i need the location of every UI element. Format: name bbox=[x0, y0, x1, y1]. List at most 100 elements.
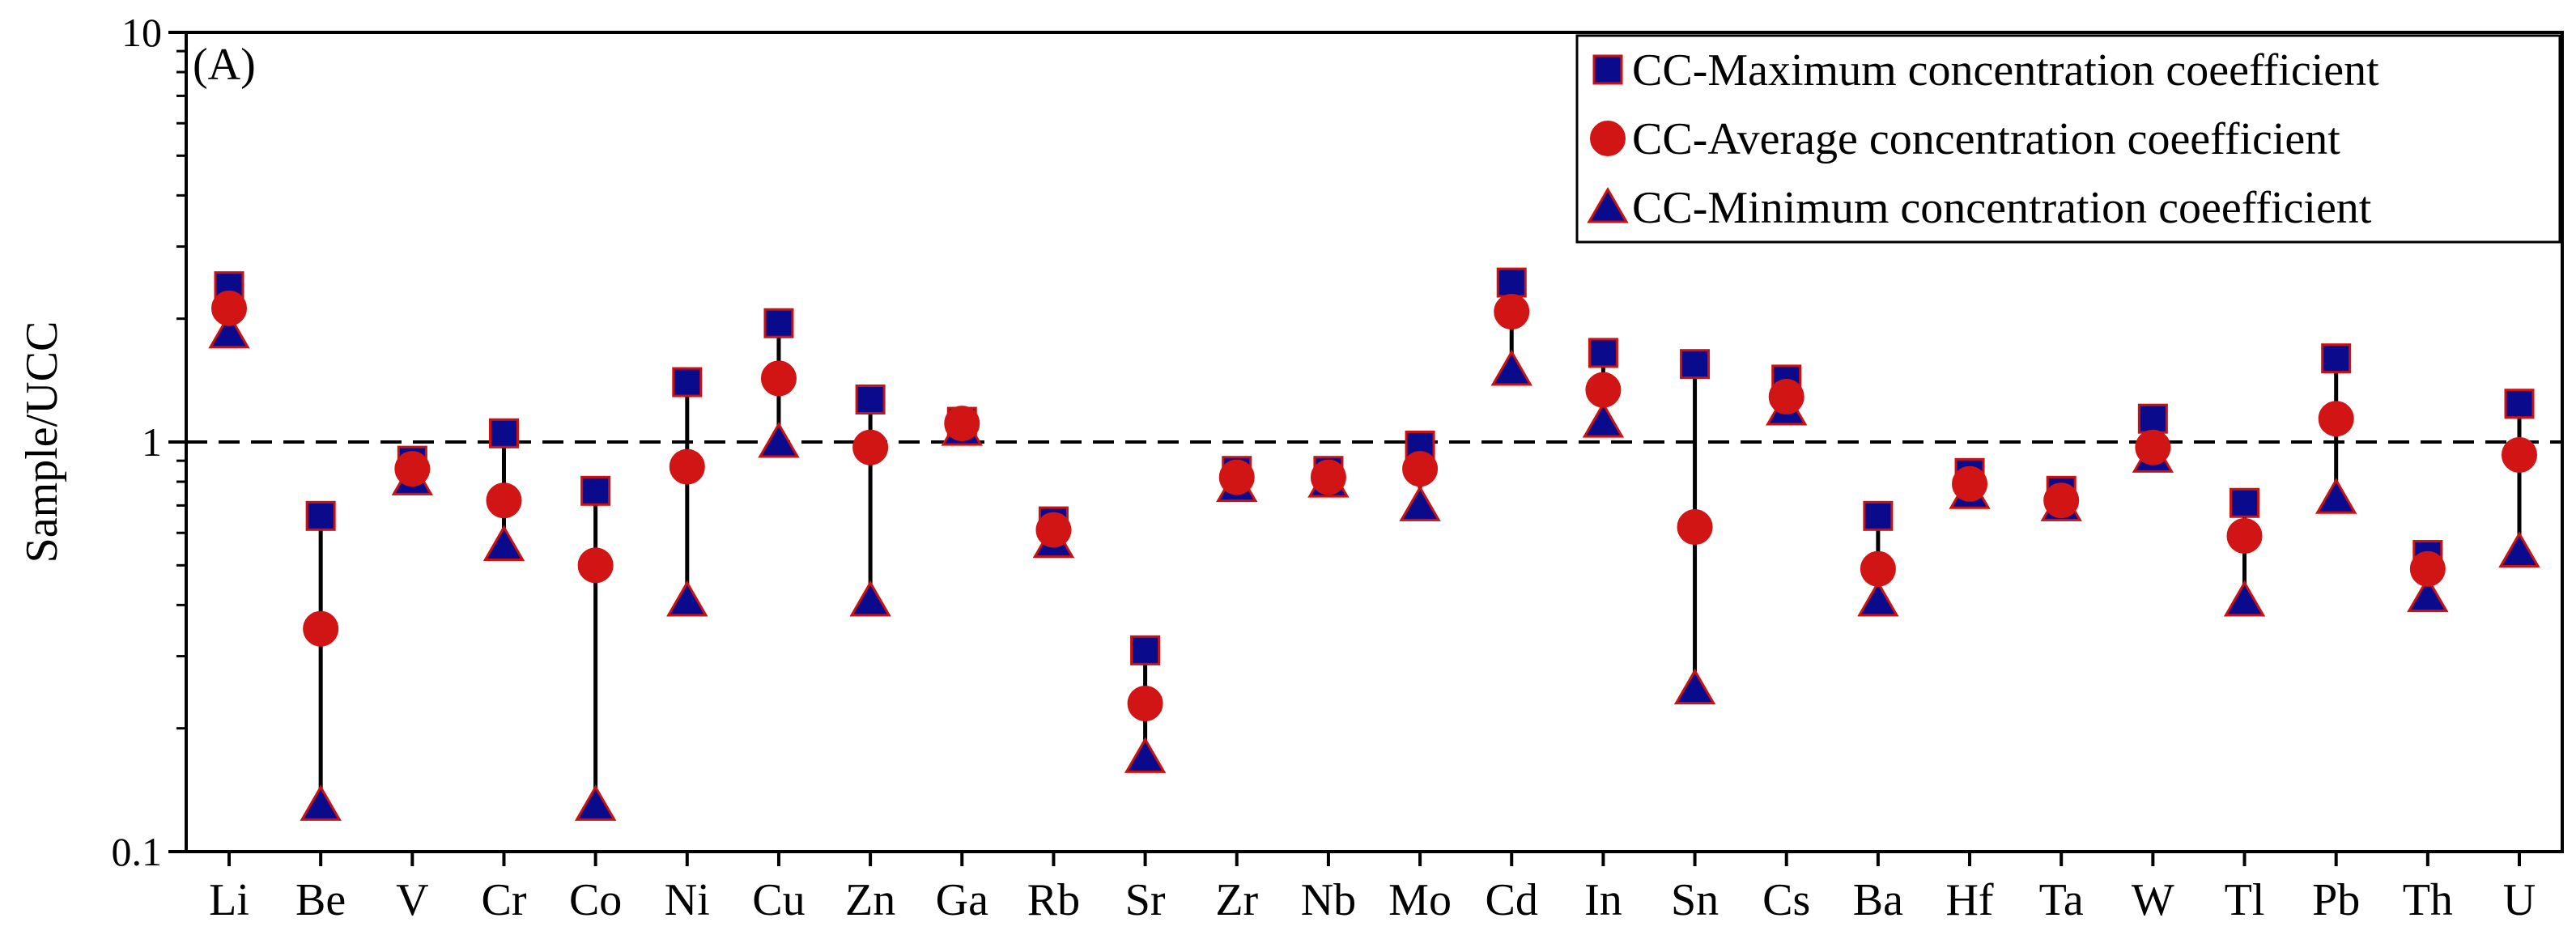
min-marker-cu bbox=[758, 421, 800, 458]
avg-marker-ni bbox=[669, 448, 705, 485]
max-marker-cd bbox=[1496, 267, 1527, 298]
min-marker-ni bbox=[666, 580, 708, 617]
x-tick-label-v: V bbox=[396, 875, 428, 925]
legend-label-max: CC-Maximum concentration coeefficient bbox=[1632, 45, 2379, 96]
min-marker-li bbox=[208, 312, 250, 349]
y-axis-label: Sample/UCC bbox=[17, 321, 67, 563]
avg-marker-co bbox=[577, 547, 614, 584]
avg-marker-ga bbox=[944, 406, 980, 442]
max-marker-be bbox=[305, 500, 336, 531]
min-marker-sr bbox=[1124, 737, 1167, 773]
max-marker-cu bbox=[763, 308, 794, 338]
avg-marker-li bbox=[211, 290, 247, 326]
avg-marker-v bbox=[394, 451, 431, 487]
x-tick-label-w: W bbox=[2132, 875, 2174, 925]
y-tick-label: 1 bbox=[142, 419, 162, 465]
avg-marker-rb bbox=[1035, 512, 1072, 548]
avg-marker-ta bbox=[2043, 482, 2080, 519]
avg-marker-pb bbox=[2318, 401, 2354, 437]
x-tick-label-zn: Zn bbox=[845, 875, 895, 925]
min-marker-sn bbox=[1673, 668, 1716, 705]
max-marker-tl bbox=[2230, 487, 2260, 518]
min-marker-pb bbox=[2315, 478, 2357, 514]
avg-marker-ba bbox=[1860, 550, 1896, 587]
x-tick-label-nb: Nb bbox=[1301, 875, 1356, 925]
x-tick-label-rb: Rb bbox=[1027, 875, 1080, 925]
x-tick-label-zr: Zr bbox=[1215, 875, 1258, 925]
max-marker-in bbox=[1588, 338, 1618, 368]
x-tick-label-tl: Tl bbox=[2225, 875, 2265, 925]
legend-marker-max bbox=[1592, 54, 1623, 85]
max-marker-ni bbox=[672, 367, 703, 397]
x-tick-label-ba: Ba bbox=[1853, 875, 1903, 925]
avg-marker-cd bbox=[1494, 294, 1530, 330]
x-tick-label-pb: Pb bbox=[2312, 875, 2360, 925]
min-marker-cd bbox=[1490, 349, 1532, 386]
y-tick-label: 0.1 bbox=[112, 829, 163, 874]
avg-marker-hf bbox=[1952, 465, 1988, 502]
max-marker-w bbox=[2137, 403, 2168, 434]
avg-marker-zn bbox=[852, 429, 889, 465]
avg-marker-be bbox=[303, 610, 339, 647]
avg-marker-mo bbox=[1402, 451, 1439, 487]
x-tick-label-cr: Cr bbox=[481, 875, 526, 925]
x-tick-label-u: U bbox=[2503, 875, 2536, 925]
x-tick-label-li: Li bbox=[209, 875, 249, 925]
x-tick-label-cs: Cs bbox=[1762, 875, 1810, 925]
x-tick-label-sn: Sn bbox=[1671, 875, 1719, 925]
max-marker-co bbox=[580, 475, 611, 506]
avg-marker-nb bbox=[1310, 459, 1346, 495]
x-tick-label-in: In bbox=[1584, 875, 1622, 925]
x-tick-label-mo: Mo bbox=[1388, 875, 1452, 925]
legend-label-avg: CC-Average concentration coeefficient bbox=[1632, 114, 2340, 164]
x-tick-label-be: Be bbox=[295, 875, 346, 925]
legend: CC-Maximum concentration coeefficient CC-… bbox=[1575, 34, 2561, 244]
min-marker-cr bbox=[482, 525, 525, 561]
x-tick-label-cu: Cu bbox=[752, 875, 805, 925]
legend-label-min: CC-Minimum concentration coeefficient bbox=[1632, 183, 2372, 233]
min-marker-zn bbox=[849, 580, 891, 617]
max-marker-sn bbox=[1680, 349, 1711, 380]
x-tick-label-hf: Hf bbox=[1945, 875, 1993, 925]
x-tick-label-ga: Ga bbox=[936, 875, 988, 925]
max-marker-u bbox=[2504, 389, 2535, 419]
min-marker-th bbox=[2407, 576, 2449, 613]
axes-layer: 0.1 1 10 Li Be V Cr Co Ni Cu Zn Ga Rb Sr Zr Nb Mo Cd In Sn C… bbox=[17, 10, 2564, 925]
x-tick-label-co: Co bbox=[569, 875, 622, 925]
min-marker-be bbox=[300, 784, 342, 821]
avg-marker-sn bbox=[1677, 509, 1713, 546]
x-tick-label-ni: Ni bbox=[665, 875, 710, 925]
avg-marker-u bbox=[2502, 436, 2537, 473]
max-marker-sr bbox=[1130, 635, 1161, 665]
legend-marker-avg bbox=[1590, 121, 1626, 156]
x-tick-label-th: Th bbox=[2403, 875, 2453, 925]
avg-marker-cs bbox=[1768, 379, 1804, 415]
avg-marker-cr bbox=[486, 482, 522, 519]
panel-label: (A) bbox=[193, 40, 256, 90]
avg-marker-in bbox=[1585, 372, 1622, 408]
max-marker-pb bbox=[2321, 343, 2352, 374]
min-marker-ba bbox=[1857, 580, 1899, 617]
min-marker-u bbox=[2498, 531, 2540, 567]
avg-marker-sr bbox=[1127, 685, 1163, 721]
avg-marker-cu bbox=[760, 360, 797, 397]
avg-marker-w bbox=[2135, 429, 2171, 465]
legend-box bbox=[1575, 34, 2561, 244]
min-marker-co bbox=[574, 784, 617, 821]
max-marker-cr bbox=[488, 418, 519, 448]
y-tick-label: 10 bbox=[121, 10, 162, 55]
min-marker-mo bbox=[1399, 485, 1441, 521]
max-marker-zn bbox=[855, 384, 886, 414]
x-tick-label-sr: Sr bbox=[1125, 875, 1166, 925]
avg-marker-tl bbox=[2226, 517, 2263, 554]
x-tick-label-cd: Cd bbox=[1486, 875, 1538, 925]
x-tick-label-ta: Ta bbox=[2039, 875, 2084, 925]
legend-marker-min bbox=[1587, 186, 1629, 223]
min-marker-tl bbox=[2223, 580, 2266, 617]
min-marker-in bbox=[1582, 402, 1625, 438]
avg-marker-zr bbox=[1218, 459, 1255, 495]
max-marker-ba bbox=[1863, 500, 1894, 531]
avg-marker-th bbox=[2409, 550, 2446, 587]
